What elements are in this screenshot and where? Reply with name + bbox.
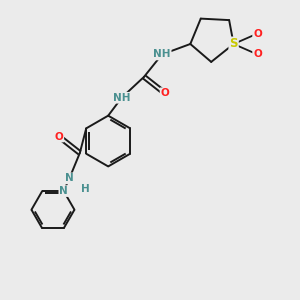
Text: N: N	[65, 173, 74, 183]
Text: NH: NH	[153, 50, 171, 59]
Text: H: H	[81, 184, 90, 194]
Text: O: O	[160, 88, 169, 98]
Text: O: O	[253, 28, 262, 38]
Text: N: N	[59, 186, 68, 196]
Text: O: O	[253, 50, 262, 59]
Text: NH: NH	[113, 93, 130, 103]
Text: S: S	[230, 38, 238, 50]
Text: O: O	[55, 132, 63, 142]
